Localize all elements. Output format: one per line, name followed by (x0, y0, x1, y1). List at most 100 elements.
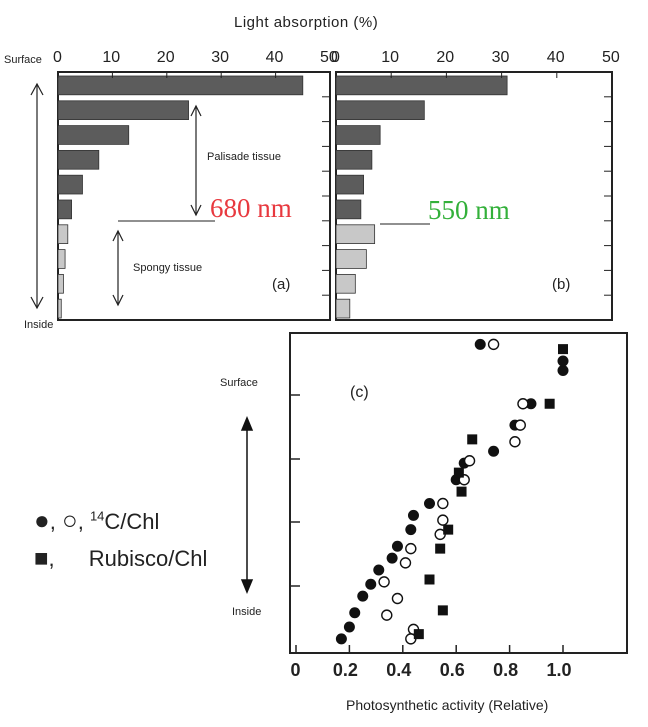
panel-c-x-tick-label-4: 0.8 (493, 660, 519, 680)
surface-label-c: Surface (220, 377, 258, 389)
legend-sep-3: , (48, 546, 55, 571)
legend-sep-1: , (49, 509, 56, 534)
panel-a-x-tick-label-50: 50 (320, 49, 338, 66)
panel-b-x-tick-label-40: 40 (546, 49, 565, 66)
panel-c-point-s1-4 (525, 398, 537, 410)
panel-c-x-tick-label-5: 1.0 (546, 660, 572, 680)
panel-c-point-s3-9 (437, 605, 448, 616)
inside-label: Inside (24, 319, 54, 331)
panel-b-x-tick-label-0: 0 (331, 49, 340, 66)
panel-c-point-s2-13 (391, 592, 404, 605)
panel-c-point-s3-4 (453, 467, 464, 478)
panel-c-point-s2-7 (437, 497, 449, 510)
panel-c-tag: (c) (350, 384, 369, 401)
legend-carbon: ●, ○, 14C/Chl (34, 505, 159, 536)
panel-c-point-s2-4 (509, 436, 521, 448)
panel-c-point-s2-11 (399, 557, 412, 569)
panel-b-bar-7 (335, 224, 376, 245)
legend-filled-circle-icon: ● (34, 505, 50, 535)
panel-c-x-tick-label-2: 0.4 (386, 660, 412, 680)
panel-c-points (335, 338, 569, 645)
panel-b-bar-4 (335, 149, 373, 170)
panel-b-tag: (b) (552, 276, 571, 293)
panel-c-point-s1-3 (557, 355, 569, 367)
panel-c-point-s1-9 (424, 498, 435, 509)
panel-a-bar-4 (57, 149, 100, 170)
panel-b-bar-3 (335, 125, 381, 145)
panel-c-point-s1-13 (386, 552, 398, 564)
panel-a-x-tick-label-40: 40 (265, 49, 284, 66)
panel-a-bar-3 (57, 125, 130, 145)
panel-a-x-tick-label-10: 10 (102, 49, 121, 66)
panel-c-point-s1-19 (335, 633, 347, 645)
panel-b-bar-2 (335, 100, 425, 121)
palisade-arrow (190, 104, 202, 217)
legend-carbon-superscript: 14 (89, 508, 105, 524)
panel-c-point-s2-3 (514, 419, 526, 431)
panel-c-ticks (290, 394, 564, 653)
panel-b-bar-5 (335, 174, 365, 195)
panel-c-point-s1-12 (391, 540, 403, 552)
panel-b-ticks (335, 72, 613, 296)
panel-b-bar-9 (335, 273, 356, 294)
panel-b-bar-8 (335, 249, 367, 269)
panel-c-point-s2-12 (378, 576, 390, 588)
legend-filled-square-icon: ■ (34, 545, 49, 572)
legend-rubisco: ■, Rubisco/Chl (34, 545, 207, 573)
panel-c-point-s1-16 (357, 590, 369, 602)
panel-c-point-s1-10 (407, 509, 419, 521)
panel-b-bar-10 (335, 298, 351, 319)
panel-c-frame (289, 332, 628, 654)
panel-c-xlabel: Photosynthetic activity (Relative) (346, 697, 549, 713)
panel-a-bar-5 (57, 174, 83, 195)
panel-c-point-s3-6 (443, 524, 454, 535)
panel-c-point-s3-5 (456, 486, 467, 497)
panel-c-point-s2-10 (405, 542, 417, 555)
panel-c-point-s3-10 (413, 629, 424, 640)
inside-label-c: Inside (232, 606, 262, 618)
panel-c-point-s1-11 (405, 524, 417, 536)
panel-b-x-tick-label-50: 50 (602, 49, 620, 66)
depth-arrow (30, 82, 44, 310)
panel-c-x-tick-label-1: 0.2 (332, 660, 358, 680)
panel-c-point-s1-18 (343, 621, 355, 633)
legend-carbon-text: C/Chl (104, 509, 160, 534)
panel-a-x-tick-label-30: 30 (211, 49, 229, 66)
panel-c-point-s1-14 (373, 564, 385, 576)
spongy-label: Spongy tissue (133, 262, 203, 274)
panel-c-point-s2-14 (381, 609, 393, 621)
panel-a-tag: (a) (272, 276, 291, 293)
panel-c-x-tick-label-3: 0.6 (439, 660, 465, 680)
panel-b-bar-1 (335, 75, 508, 96)
panel-a-x-tick-label-0: 0 (53, 49, 62, 66)
panel-b-bar-6 (335, 199, 362, 220)
panel-c-point-s2-8 (437, 514, 449, 526)
panel-c-point-s3-3 (467, 434, 478, 445)
panel-c-depth-arrow (240, 416, 254, 594)
panel-c-point-s1-2 (557, 365, 569, 376)
panel-a-ticks (57, 72, 331, 296)
panel-a-bar-9 (57, 273, 64, 294)
panel-c-point-s3-1 (558, 344, 568, 355)
panel-c-point-s1-17 (349, 607, 361, 619)
spongy-arrow (112, 229, 124, 307)
wavelength-label-a: 680 nm (210, 193, 292, 223)
panel-c-point-s3-8 (424, 574, 435, 585)
panel-b-x-tick-label-20: 20 (436, 49, 455, 66)
panel-c-point-s2-1 (487, 338, 500, 351)
panel-a-x-tick-label-20: 20 (156, 49, 175, 66)
surface-label: Surface (4, 54, 42, 66)
wavelength-label-b: 550 nm (428, 195, 510, 225)
panel-c-point-s3-2 (544, 398, 555, 409)
panel-c-point-s1-1 (474, 338, 486, 350)
panel-c-point-s1-15 (365, 578, 377, 590)
panel-b-x-tick-label-10: 10 (381, 49, 399, 66)
panel-a-bar-10 (57, 298, 62, 319)
panel-c-x-tick-label-0: 0 (290, 660, 301, 680)
legend-rubisco-text: Rubisco/Chl (88, 546, 208, 571)
chart-title: Light absorption (%) (234, 14, 379, 31)
panel-c-point-s2-5 (463, 455, 476, 467)
panel-a-bar-6 (57, 199, 73, 220)
panel-c-point-s3-7 (435, 543, 446, 554)
